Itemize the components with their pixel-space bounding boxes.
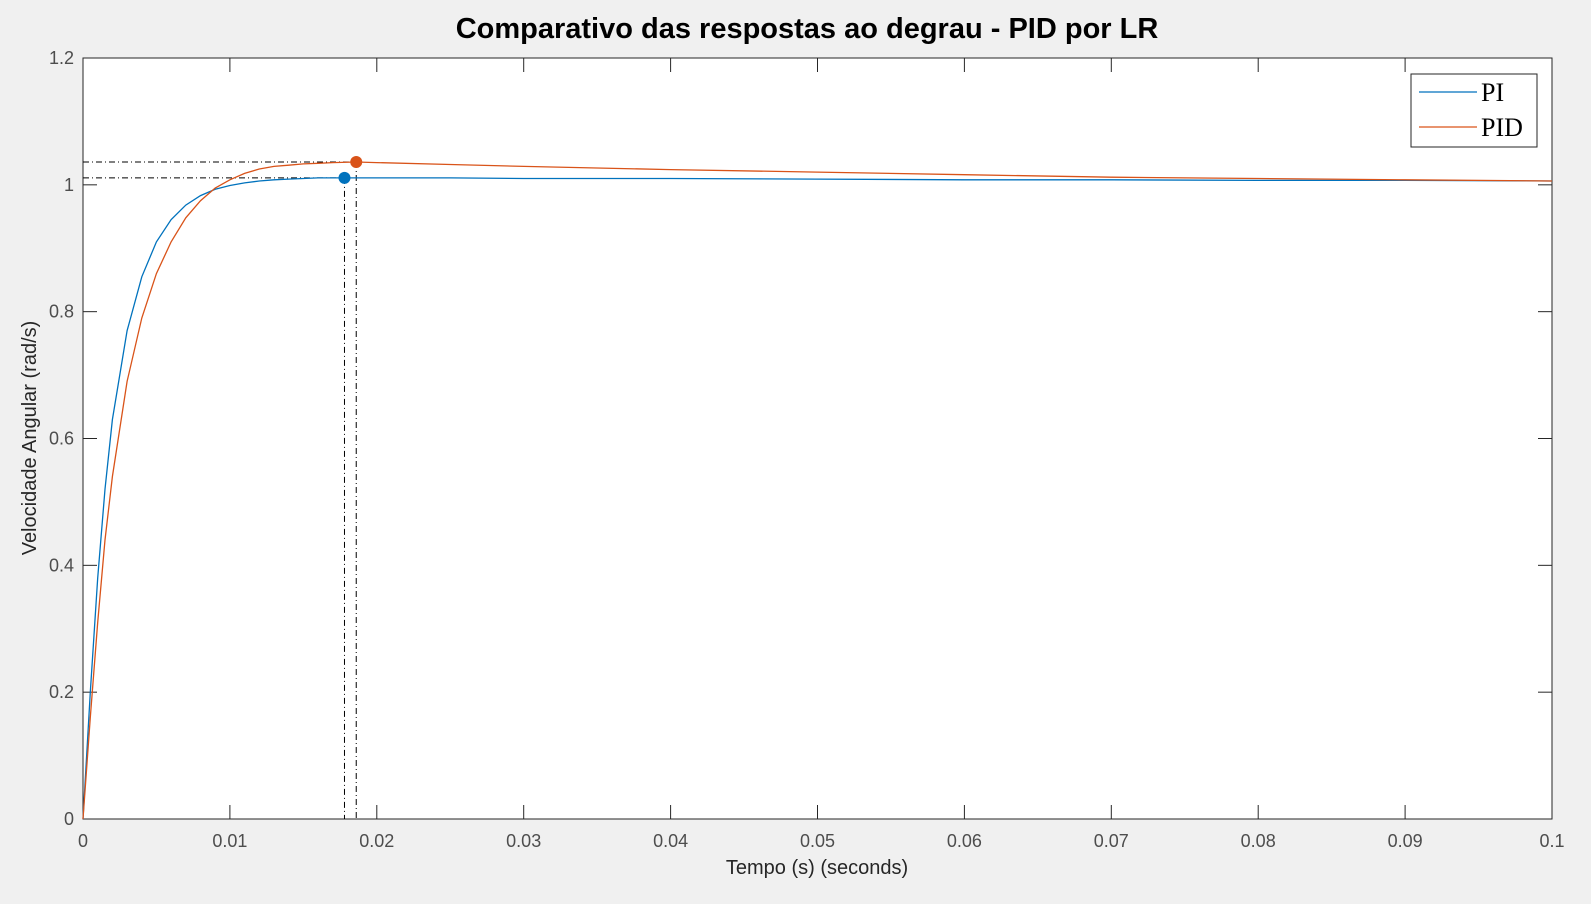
x-tick-label: 0 <box>78 831 88 851</box>
x-tick-label: 0.03 <box>506 831 541 851</box>
x-tick-label: 0.05 <box>800 831 835 851</box>
legend[interactable]: PI PID <box>1410 73 1538 148</box>
y-tick-label: 0.8 <box>49 302 74 322</box>
peak-marker-pi <box>338 171 351 184</box>
x-tick-label: 0.06 <box>947 831 982 851</box>
x-tick-label: 0.04 <box>653 831 688 851</box>
y-tick-label: 1.2 <box>49 48 74 68</box>
legend-box <box>1410 73 1538 148</box>
x-tick-label: 0.1 <box>1539 831 1564 851</box>
series-lines <box>82 161 1553 820</box>
peak-guide-lines <box>83 161 357 819</box>
legend-label-pi: PI <box>1481 78 1504 107</box>
series-line-pid <box>82 161 1553 820</box>
plot-area <box>82 57 1553 820</box>
peak-markers <box>338 156 363 184</box>
y-axis-label: Velocidade Angular (rad/s) <box>19 321 41 556</box>
y-tick-label: 0.6 <box>49 429 74 449</box>
y-tick-label: 0 <box>64 809 74 829</box>
x-tick-label: 0.07 <box>1094 831 1129 851</box>
tick-labels: 0 0.01 0.02 0.03 0.04 0.05 0.06 0.07 0.08 0.09 0.1… <box>49 48 1565 851</box>
legend-label-pid: PID <box>1481 113 1523 142</box>
x-tick-label: 0.02 <box>359 831 394 851</box>
series-line-pi <box>82 177 1553 820</box>
peak-marker-pid <box>350 156 363 169</box>
x-tick-label: 0.01 <box>212 831 247 851</box>
x-axis-label: Tempo (s) (seconds) <box>726 857 908 879</box>
y-tick-label: 0.4 <box>49 555 74 575</box>
y-tick-label: 1 <box>64 175 74 195</box>
y-tick-label: 0.2 <box>49 682 74 702</box>
chart-title: Comparativo das respostas ao degrau - PI… <box>456 13 1159 45</box>
x-tick-label: 0.09 <box>1388 831 1423 851</box>
axis-ticks <box>82 57 1553 820</box>
x-tick-label: 0.08 <box>1241 831 1276 851</box>
